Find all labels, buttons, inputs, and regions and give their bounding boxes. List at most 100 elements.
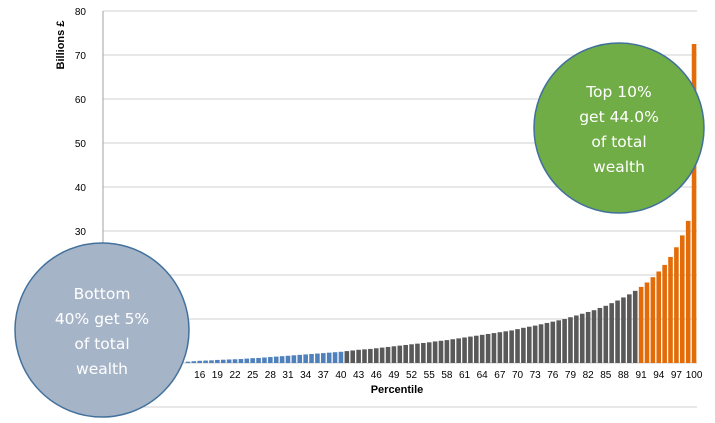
x-tick-label: 16 <box>194 370 206 381</box>
x-axis-title: Percentile <box>371 384 424 396</box>
bar-p38 <box>326 352 332 363</box>
top-10-callout: Top 10% get 44.0% of total wealth <box>533 42 705 214</box>
x-tick-label: 52 <box>406 370 418 381</box>
bar-p56 <box>432 341 438 363</box>
y-tick-label: 40 <box>75 183 87 194</box>
bar-p72 <box>526 326 532 363</box>
bars <box>185 44 697 363</box>
bar-p55 <box>426 342 432 363</box>
top-callout-circle <box>533 42 705 214</box>
bar-p59 <box>450 339 456 363</box>
bar-p14 <box>185 361 191 363</box>
bar-p81 <box>579 313 585 363</box>
bar-p49 <box>391 346 397 363</box>
bar-p35 <box>309 353 314 363</box>
top-callout-line-3: of total <box>591 133 646 151</box>
x-tick-label: 67 <box>494 370 506 381</box>
bar-p16 <box>197 360 203 363</box>
x-tick-label: 25 <box>247 370 259 381</box>
bar-p68 <box>503 331 509 363</box>
x-tick-label: 28 <box>265 370 277 381</box>
bar-p41 <box>344 351 350 363</box>
bar-p62 <box>468 336 473 363</box>
bar-p90 <box>632 290 638 363</box>
bar-p43 <box>356 349 361 363</box>
x-tick-label: 22 <box>229 370 241 381</box>
x-tick-label: 19 <box>212 370 224 381</box>
bar-p74 <box>538 324 544 363</box>
bottom-callout-line-3: of total <box>74 335 129 353</box>
x-tick-labels: 16 19 22 25 28 31 34 37 40 43 46 49 52 55 58 61 64 67 70 73… <box>194 370 703 381</box>
x-tick-label: 91 <box>636 370 648 381</box>
bar-p92 <box>644 282 650 363</box>
y-tick-label: 50 <box>75 139 87 150</box>
bar-p24 <box>244 358 250 363</box>
bar-p48 <box>385 346 391 363</box>
bottom-callout-line-2: 40% get 5% <box>55 310 149 328</box>
y-tick-labels: 30 40 50 60 70 80 <box>75 7 87 238</box>
bar-p66 <box>491 333 497 363</box>
bar-p26 <box>256 357 261 363</box>
bar-p63 <box>474 335 479 363</box>
y-tick-label: 80 <box>75 7 87 18</box>
x-tick-label: 70 <box>512 370 524 381</box>
bar-p65 <box>485 333 491 363</box>
bar-p58 <box>444 340 450 363</box>
bar-p61 <box>462 337 467 363</box>
bar-p54 <box>421 342 426 363</box>
x-tick-label: 49 <box>388 370 400 381</box>
x-tick-label: 43 <box>353 370 365 381</box>
bottom-callout-line-4: wealth <box>76 360 128 378</box>
bar-p28 <box>268 357 273 363</box>
bar-p50 <box>397 345 403 363</box>
bar-p82 <box>585 311 591 363</box>
x-tick-label: 31 <box>282 370 294 381</box>
bar-p30 <box>279 356 285 363</box>
bar-p37 <box>321 353 326 363</box>
bar-p44 <box>362 349 367 363</box>
y-axis-title: Billions £ <box>55 21 67 70</box>
bar-p73 <box>532 325 538 363</box>
bar-p22 <box>232 359 238 363</box>
x-tick-label: 73 <box>530 370 542 381</box>
bar-p46 <box>373 348 379 363</box>
x-tick-label: 61 <box>459 370 471 381</box>
bar-p96 <box>668 256 673 363</box>
x-tick-label: 97 <box>671 370 683 381</box>
bar-p87 <box>615 300 620 363</box>
x-tick-label: 55 <box>424 370 436 381</box>
x-tick-label: 76 <box>547 370 559 381</box>
bar-p70 <box>515 329 520 363</box>
x-tick-label: 100 <box>686 370 703 381</box>
x-tick-label: 79 <box>565 370 577 381</box>
bottom-callout-line-1: Bottom <box>74 285 131 303</box>
bar-p100 <box>691 44 697 363</box>
bar-p84 <box>597 308 603 363</box>
bottom-40-callout: Bottom 40% get 5% of total wealth <box>14 242 190 418</box>
bar-p94 <box>656 271 662 363</box>
bar-p32 <box>291 355 297 363</box>
bar-p64 <box>479 334 485 363</box>
bar-p25 <box>250 358 255 363</box>
bar-p36 <box>315 353 320 363</box>
top-callout-line-1: Top 10% <box>585 83 652 101</box>
bar-p51 <box>403 344 408 363</box>
top-callout-line-4: wealth <box>593 158 645 176</box>
bar-p86 <box>609 303 614 363</box>
bar-p52 <box>409 344 414 363</box>
bar-p18 <box>209 360 214 363</box>
bar-p40 <box>338 351 344 363</box>
bar-p98 <box>679 235 685 363</box>
bar-p34 <box>303 354 308 363</box>
bar-p77 <box>556 320 561 363</box>
y-tick-label: 30 <box>75 227 87 238</box>
bar-p97 <box>674 247 679 363</box>
bar-p23 <box>238 359 244 363</box>
y-tick-label: 70 <box>75 51 87 62</box>
x-tick-label: 94 <box>653 370 665 381</box>
bar-p75 <box>544 322 550 363</box>
bar-p42 <box>350 350 356 363</box>
x-tick-label: 58 <box>441 370 453 381</box>
bar-p21 <box>226 359 232 363</box>
